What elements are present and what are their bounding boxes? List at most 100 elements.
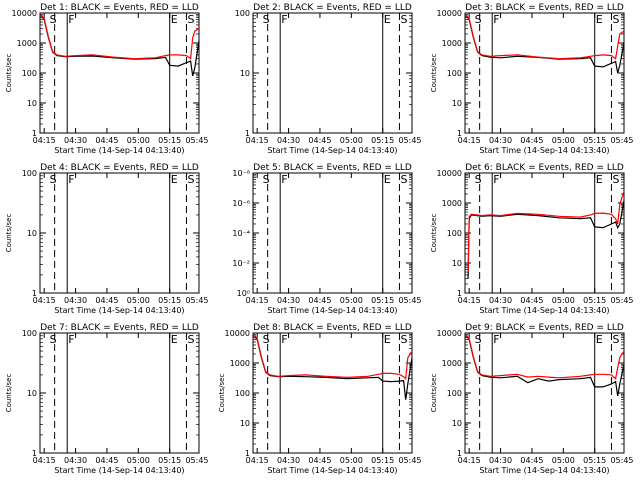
det-7-marker-label: F — [68, 333, 74, 346]
det-2-ytick-label: 100 — [235, 9, 250, 18]
det-5-xtick-label: 04:45 — [308, 296, 331, 305]
det-8-xtick-label: 05:45 — [398, 456, 421, 465]
det-1-plot-frame — [39, 12, 200, 134]
det-6-xtick-label: 05:15 — [583, 296, 606, 305]
det-4-marker-label: S — [187, 173, 194, 186]
det-8-ytick-label: 1 — [245, 449, 250, 458]
det-1-marker-label: S — [50, 13, 57, 26]
det-8-xtick-label: 04:45 — [308, 456, 331, 465]
det-3-marker-label: S — [612, 13, 619, 26]
det-1-title: Det 1: BLACK = Events, RED = LLD — [40, 3, 199, 13]
det-9-plot-frame — [464, 332, 625, 454]
det-7-ytick-label: 10 — [27, 389, 37, 398]
det-1-xtick-label: 04:45 — [95, 136, 118, 145]
det-9-ytick-label: 1 — [457, 449, 462, 458]
det-7-plot-frame — [39, 332, 200, 454]
det-2-xtick-label: 04:30 — [277, 136, 300, 145]
det-3-xtick-label: 05:00 — [552, 136, 575, 145]
det-1-series-lld — [39, 13, 200, 60]
det-8-ytick-label: 100 — [235, 389, 250, 398]
det-8-ylabel: Counts/sec — [218, 374, 226, 413]
det-4-ylabel: Counts/sec — [5, 214, 13, 253]
det-5-marker-label: E — [384, 173, 391, 186]
det-4-xlabel: Start Time (14-Sep-14 04:13:40) — [54, 306, 184, 315]
det-6-xtick-label: 04:45 — [520, 296, 543, 305]
det-1-marker-label: S — [187, 13, 194, 26]
det-5-xtick-label: 04:30 — [277, 296, 300, 305]
det-3-plot-frame — [464, 12, 625, 134]
det-7-ytick-label: 1 — [32, 449, 37, 458]
det-2-xtick-label: 05:15 — [371, 136, 394, 145]
det-6-ytick-label: 10000 — [437, 169, 462, 178]
det-6-xtick-label: 05:45 — [610, 296, 633, 305]
det-6-series-events — [467, 200, 625, 279]
det-7-xlabel: Start Time (14-Sep-14 04:13:40) — [54, 466, 184, 475]
det-3-series-lld — [464, 13, 625, 60]
det-2-marker-label: S — [400, 13, 407, 26]
det-8-ytick-label: 10 — [240, 419, 250, 428]
det-5-xtick-label: 05:45 — [398, 296, 421, 305]
det-7-xtick-label: 04:45 — [95, 456, 118, 465]
det-6-plot-frame — [464, 172, 625, 294]
det-2-xtick-label: 05:00 — [340, 136, 363, 145]
det-8-ytick-label: 1000 — [230, 359, 250, 368]
det-3-xtick-label: 04:30 — [489, 136, 512, 145]
det-1-ytick-label: 100 — [22, 69, 37, 78]
det-2-title: Det 2: BLACK = Events, RED = LLD — [253, 3, 412, 13]
det-9-ytick-label: 10 — [452, 419, 462, 428]
det-7-xtick-label: 05:45 — [185, 456, 208, 465]
det-3-marker-label: F — [493, 13, 499, 26]
det-8-title: Det 8: BLACK = Events, RED = LLD — [253, 323, 412, 333]
det-9-xtick-label: 04:30 — [489, 456, 512, 465]
det-4-ytick-label: 10 — [27, 229, 37, 238]
det-4-xtick-label: 05:15 — [158, 296, 181, 305]
det-8-series-lld — [252, 333, 413, 380]
det-9-xtick-label: 05:45 — [610, 456, 633, 465]
det-8-xtick-label: 04:30 — [277, 456, 300, 465]
det-3-xtick-label: 05:15 — [583, 136, 606, 145]
det-9-marker-label: E — [596, 333, 603, 346]
det-9-title: Det 9: BLACK = Events, RED = LLD — [465, 323, 624, 333]
det-8-xtick-label: 04:15 — [246, 456, 269, 465]
det-4-xtick-label: 05:00 — [127, 296, 150, 305]
det-5-marker-label: F — [281, 173, 287, 186]
det-6-marker-label: S — [475, 173, 482, 186]
det-1-ytick-label: 10000 — [12, 9, 37, 18]
det-9-ylabel: Counts/sec — [430, 374, 438, 413]
det-8-xtick-label: 05:00 — [340, 456, 363, 465]
det-4-xtick-label: 04:15 — [33, 296, 56, 305]
det-8-marker-label: S — [400, 333, 407, 346]
det-1-ylabel: Counts/sec — [5, 54, 13, 93]
det-3-xtick-label: 04:15 — [458, 136, 481, 145]
det-9-xtick-label: 05:15 — [583, 456, 606, 465]
det-2-plot-frame — [252, 12, 413, 134]
det-3-title: Det 3: BLACK = Events, RED = LLD — [465, 3, 624, 13]
det-9-ytick-label: 100 — [447, 389, 462, 398]
det-5-xtick-label: 05:00 — [340, 296, 363, 305]
det-9-xtick-label: 04:45 — [520, 456, 543, 465]
det-2-xtick-label: 04:15 — [246, 136, 269, 145]
det-9-marker-label: F — [493, 333, 499, 346]
det-5-title: Det 5: BLACK = Events, RED = LLD — [253, 163, 412, 173]
det-5-ytick-label: 10⁻⁶ — [232, 199, 250, 208]
det-6-xtick-label: 04:30 — [489, 296, 512, 305]
det-9-xlabel: Start Time (14-Sep-14 04:13:40) — [479, 466, 609, 475]
det-3-ylabel: Counts/sec — [430, 54, 438, 93]
det-3-xlabel: Start Time (14-Sep-14 04:13:40) — [479, 146, 609, 155]
det-4-title: Det 4: BLACK = Events, RED = LLD — [40, 163, 199, 173]
det-8-marker-label: S — [263, 333, 270, 346]
det-6-series-lld — [467, 190, 625, 273]
det-2-xlabel: Start Time (14-Sep-14 04:13:40) — [267, 146, 397, 155]
det-9-ytick-label: 10000 — [437, 329, 462, 338]
det-7-marker-label: E — [171, 333, 178, 346]
det-3-ytick-label: 1000 — [442, 39, 462, 48]
det-9-series-lld — [464, 333, 625, 380]
det-9-ytick-label: 1000 — [442, 359, 462, 368]
det-1-ytick-label: 1000 — [17, 39, 37, 48]
det-4-xtick-label: 05:45 — [185, 296, 208, 305]
det-3-xtick-label: 05:45 — [610, 136, 633, 145]
det-6-xtick-label: 05:00 — [552, 296, 575, 305]
det-5-plot-frame — [252, 172, 413, 294]
det-6-marker-label: S — [612, 173, 619, 186]
